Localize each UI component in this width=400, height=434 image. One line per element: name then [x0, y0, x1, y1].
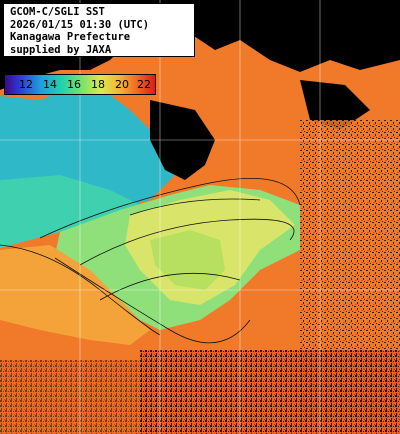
- temperature-colorbar: 12 14 16 18 20 22: [4, 74, 156, 95]
- colorbar-label-20: 20: [115, 78, 129, 91]
- colorbar-label-12: 12: [19, 78, 33, 91]
- caption-box: GCOM-C/SGLI SST 2026/01/15 01:30 (UTC) K…: [3, 3, 195, 57]
- land-east: [300, 80, 370, 130]
- coastal-cyan: [0, 175, 140, 248]
- caption-title: GCOM-C/SGLI SST: [10, 6, 105, 18]
- caption-credit: supplied by JAXA: [10, 43, 112, 56]
- colorbar-label-14: 14: [43, 78, 57, 91]
- cloud-noise-south: [140, 350, 400, 434]
- colorbar-label-18: 18: [91, 78, 105, 91]
- isotherm-contours: [0, 177, 301, 344]
- caption-region: Kanagawa Prefecture: [10, 31, 131, 43]
- southwest-warm: [0, 245, 150, 345]
- colorbar-label-22: 22: [137, 78, 151, 91]
- caption-datetime: 2026/01/15 01:30 (UTC): [10, 18, 150, 31]
- colorbar-label-16: 16: [67, 78, 81, 91]
- cloud-noise-southwest: [0, 360, 140, 434]
